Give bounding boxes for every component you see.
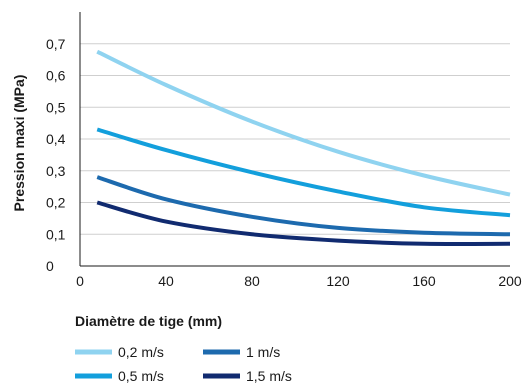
y-tick-label: 0,2 — [46, 195, 66, 211]
y-axis-label: Pression maxi (MPa) — [11, 75, 27, 212]
y-tick-label: 0,6 — [46, 68, 66, 84]
legend-label: 0,2 m/s — [118, 344, 164, 360]
x-tick-label: 120 — [326, 273, 350, 289]
y-tick-label: 0,7 — [46, 36, 66, 52]
series-line-1 — [96, 127, 511, 218]
x-tick-labels: 0 40 80 120 160 200 — [76, 273, 522, 289]
x-axis-label: Diamètre de tige (mm) — [75, 313, 222, 329]
y-tick-label: 0,3 — [46, 163, 66, 179]
legend: 0,2 m/s 0,5 m/s 1 m/s 1,5 m/s — [75, 344, 292, 384]
series-lines — [96, 49, 511, 247]
y-tick-label: 0,1 — [46, 226, 66, 242]
x-tick-label: 40 — [158, 273, 174, 289]
x-tick-label: 80 — [244, 273, 260, 289]
grid-lines — [80, 43, 510, 235]
series-line-0 — [96, 49, 511, 197]
y-tick-label: 0 — [46, 258, 54, 274]
y-tick-label: 0,5 — [46, 99, 66, 115]
series-line-2 — [96, 175, 511, 237]
x-tick-label: 200 — [498, 273, 522, 289]
y-tick-label: 0,4 — [46, 131, 66, 147]
series-line-3 — [96, 200, 511, 247]
legend-label: 0,5 m/s — [118, 368, 164, 384]
legend-label: 1,5 m/s — [246, 368, 292, 384]
legend-label: 1 m/s — [246, 344, 280, 360]
y-tick-labels: 0 0,1 0,2 0,3 0,4 0,5 0,6 0,7 — [46, 36, 66, 274]
x-tick-label: 160 — [412, 273, 436, 289]
x-tick-label: 0 — [76, 273, 84, 289]
